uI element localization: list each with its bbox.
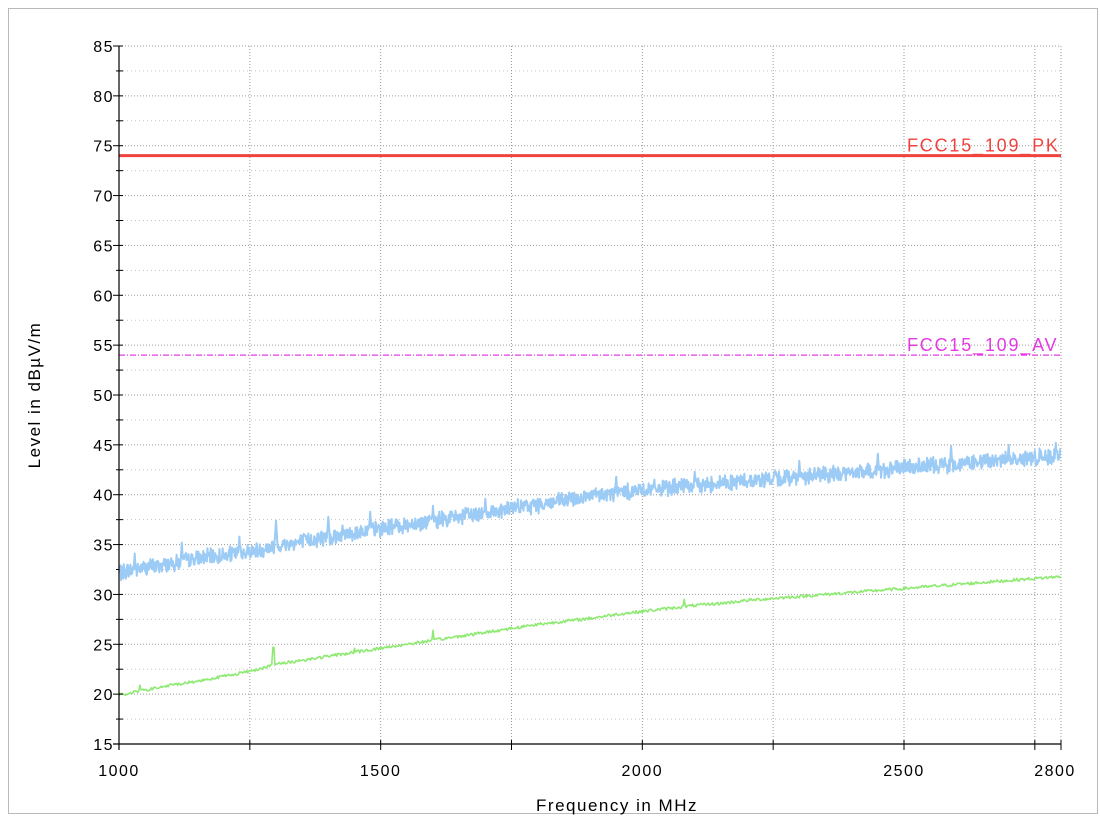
series-layer [119, 441, 1061, 697]
y-tick-labels: 15 20 25 30 35 40 45 50 55 60 65 70 75 80 85 [93, 39, 114, 754]
emission-chart: FCC15_109_PK FCC15_109_AV 15 20 25 30 35 40 45 5… [25, 39, 1076, 815]
y-tick-label: 65 [93, 238, 114, 255]
axes [113, 45, 1062, 750]
y-tick-label: 45 [93, 438, 114, 455]
y-tick-label: 50 [93, 388, 114, 405]
y-tick-label: 35 [93, 538, 114, 555]
x-axis-title: Frequency in MHz [536, 796, 698, 815]
y-tick-label: 25 [93, 637, 114, 654]
x-tick-label: 2000 [622, 763, 664, 780]
y-tick-label: 55 [93, 338, 114, 355]
y-tick-label: 75 [93, 139, 114, 156]
x-tick-label: 1500 [360, 763, 402, 780]
y-tick-label: 85 [93, 39, 114, 56]
peak-trace [119, 441, 1061, 582]
y-tick-label: 60 [93, 288, 114, 305]
y-tick-label: 20 [93, 687, 114, 704]
chart-frame: FCC15_109_PK FCC15_109_AV 15 20 25 30 35 40 45 5… [8, 8, 1098, 815]
y-tick-label: 15 [93, 737, 114, 754]
y-tick-label: 30 [93, 587, 114, 604]
x-tick-label: 2800 [1034, 763, 1076, 780]
average-limit-label: FCC15_109_AV [907, 335, 1058, 356]
y-tick-label: 40 [93, 488, 114, 505]
x-tick-labels: 1000 1500 2000 2500 2800 [98, 763, 1076, 780]
grid-lines [119, 45, 1062, 744]
y-axis-title: Level in dBµV/m [25, 322, 44, 469]
x-tick-label: 1000 [98, 763, 140, 780]
peak-limit-label: FCC15_109_PK [907, 136, 1060, 157]
y-tick-label: 70 [93, 189, 114, 206]
y-tick-label: 80 [93, 89, 114, 106]
average-trace [119, 575, 1061, 697]
limit-lines: FCC15_109_PK FCC15_109_AV [119, 136, 1061, 356]
x-tick-label: 2500 [883, 763, 925, 780]
